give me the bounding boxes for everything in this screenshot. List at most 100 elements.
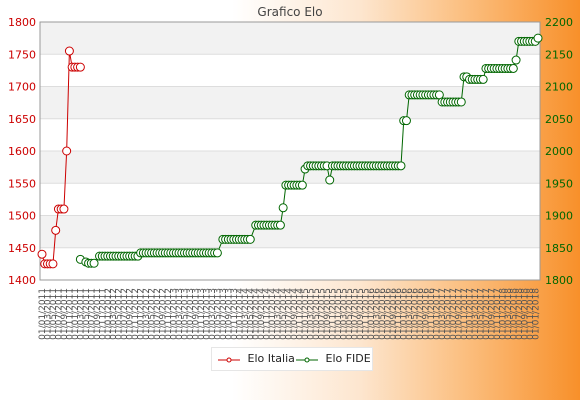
x-tick-label: 01/07/2011: [87, 288, 97, 340]
x-tick-label: 01/07/2013: [186, 288, 196, 340]
data-point-elo-fide: [278, 203, 288, 213]
x-tick-label: 01/11/2014: [263, 288, 273, 340]
x-tick-label: 01/05/2012: [148, 288, 158, 340]
x-tick-label: 01/03/2013: [175, 288, 185, 340]
x-tick-label: 01/09/2013: [191, 288, 201, 340]
x-tick-label: 01/05/2017: [476, 288, 486, 340]
x-tick-label: 01/03/2016: [372, 288, 382, 340]
x-tick-label: 01/11/2014: [296, 288, 306, 340]
x-tick-label: 01/05/2011: [49, 288, 59, 340]
x-tick-label: 01/09/2012: [159, 288, 169, 340]
x-tick-label: 01/03/2013: [208, 288, 218, 340]
legend-label: Elo Italia: [247, 352, 295, 365]
data-point-elo-fide: [396, 161, 406, 171]
x-tick-label: 01/11/2015: [361, 288, 371, 340]
x-tick-label: 01/09/2011: [60, 288, 70, 340]
left-axis-tick-label: 1400: [8, 274, 36, 287]
x-tick-label: 01/03/2014: [241, 288, 251, 340]
right-axis-tick-label: 2100: [545, 81, 573, 94]
legend-item-elo-italia: Elo Italia: [216, 352, 295, 365]
data-point-elo-fide: [511, 55, 521, 65]
legend-item-elo-fide: Elo FIDE: [294, 352, 371, 365]
data-point-elo-fide: [508, 63, 518, 73]
x-tick-label: 01/07/2015: [350, 288, 360, 340]
data-point-elo-italia: [62, 146, 72, 156]
x-tick-label: 01/09/2018: [520, 288, 530, 340]
x-tick-label: 01/07/2018: [515, 288, 525, 340]
x-tick-label: 01/05/2013: [213, 288, 223, 340]
x-tick-label: 01/05/2018: [509, 288, 519, 340]
grid-band: [40, 215, 540, 248]
x-tick-label: 01/03/2016: [405, 288, 415, 340]
x-tick-label: 01/03/2015: [339, 288, 349, 340]
x-tick-label: 01/03/2017: [471, 288, 481, 340]
x-tick-label: 01/11/2017: [460, 288, 470, 340]
x-tick-label: 01/03/2018: [504, 288, 514, 340]
left-axis-tick-label: 1450: [8, 242, 36, 255]
x-tick-label: 01/05/2015: [345, 288, 355, 340]
x-tick-label: 01/01/2012: [137, 288, 147, 340]
left-axis-tick-label: 1700: [8, 81, 36, 94]
x-tick-label: 01/01/2013: [170, 288, 180, 340]
left-axis-tick-label: 1600: [8, 145, 36, 158]
x-tick-label: 01/11/2013: [230, 288, 240, 340]
x-tick-label: 01/07/2014: [285, 288, 295, 340]
x-tick-label: 01/09/2012: [126, 288, 136, 340]
data-point-elo-italia: [64, 46, 74, 56]
x-tick-label: 01/03/2012: [142, 288, 152, 340]
left-axis-tick-label: 1800: [8, 16, 36, 29]
right-axis-tick-label: 1950: [545, 177, 573, 190]
x-tick-label: 01/09/2015: [323, 288, 333, 340]
x-tick-label: 01/01/2011: [38, 288, 48, 340]
legend-marker-icon: [218, 357, 240, 363]
x-tick-label: 01/01/2011: [71, 288, 81, 340]
right-axis-tick-label: 1800: [545, 274, 573, 287]
x-tick-label: 01/11/2013: [197, 288, 207, 340]
right-axis-tick-label: 1850: [545, 242, 573, 255]
chart-title: Grafico Elo: [257, 5, 322, 19]
data-point-elo-fide: [533, 33, 543, 43]
left-axis-tick-label: 1750: [8, 48, 36, 61]
x-tick-label: 01/07/2011: [54, 288, 64, 340]
x-tick-label: 01/07/2016: [416, 288, 426, 340]
right-axis-tick-label: 2000: [545, 145, 573, 158]
x-tick-label: 01/09/2013: [224, 288, 234, 340]
data-point-elo-fide: [275, 220, 285, 230]
x-tick-label: 01/05/2014: [279, 288, 289, 340]
data-point-elo-fide: [89, 258, 99, 268]
x-tick-label: 01/09/2016: [389, 288, 399, 340]
legend: Elo Italia Elo FIDE: [211, 347, 373, 371]
data-point-elo-fide: [297, 180, 307, 190]
x-tick-label: 01/05/2014: [246, 288, 256, 340]
x-tick-label: 01/05/2017: [444, 288, 454, 340]
x-tick-label: 01/01/2015: [334, 288, 344, 340]
data-point-elo-fide: [212, 248, 222, 258]
data-point-elo-italia: [37, 249, 47, 259]
x-tick-label: 01/11/2012: [131, 288, 141, 340]
right-axis-tick-label: 2150: [545, 48, 573, 61]
right-axis-tick-label: 2200: [545, 16, 573, 29]
x-tick-label: 01/01/2016: [400, 288, 410, 340]
data-point-elo-fide: [245, 234, 255, 244]
x-tick-label: 01/01/2012: [104, 288, 114, 340]
legend-marker-icon: [296, 357, 318, 363]
data-point-elo-italia: [51, 225, 61, 235]
x-tick-label: 01/03/2012: [109, 288, 119, 340]
x-tick-label: 01/11/2016: [394, 288, 404, 340]
data-point-elo-fide: [325, 175, 335, 185]
x-tick-label: 01/09/2014: [257, 288, 267, 340]
data-point-elo-italia: [59, 204, 69, 214]
x-tick-label: 01/01/2013: [202, 288, 212, 340]
x-tick-label: 01/09/2014: [290, 288, 300, 340]
x-tick-label: 01/09/2015: [356, 288, 366, 340]
x-tick-label: 01/01/2018: [498, 288, 508, 340]
plot-border: [39, 21, 541, 281]
x-tick-label: 01/11/2017: [493, 288, 503, 340]
right-axis-tick-label: 2050: [545, 113, 573, 126]
x-tick-label: 01/05/2011: [82, 288, 92, 340]
data-point-elo-fide: [401, 116, 411, 126]
x-tick-label: 01/05/2012: [115, 288, 125, 340]
left-axis-tick-label: 1650: [8, 113, 36, 126]
